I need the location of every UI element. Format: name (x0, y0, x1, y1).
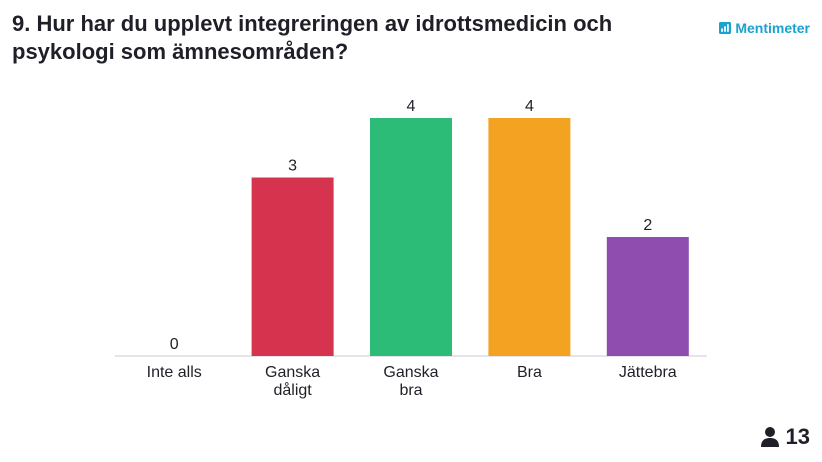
brand-logo: Mentimeter (719, 20, 810, 36)
category-tick-label-line: Ganska (265, 364, 320, 381)
category-tick-label-line: Inte alls (147, 364, 202, 381)
bar-value-label: 4 (407, 98, 416, 115)
bar (251, 177, 334, 356)
question-title: 9. Hur har du upplevt integreringen av i… (12, 11, 613, 64)
category-tick-label: Bra (517, 364, 542, 381)
bar (606, 237, 689, 356)
category-tick-label: Jättebra (619, 364, 677, 381)
category-tick-label: Ganska dåligt (265, 364, 320, 399)
category-tick-label: Ganska bra (383, 364, 438, 399)
participant-count-value: 13 (785, 424, 810, 449)
brand-name: Mentimeter (735, 20, 810, 36)
category-tick-label-line: Ganska (383, 364, 438, 381)
bar (488, 118, 571, 356)
category-tick-label: Inte alls (147, 364, 202, 381)
person-icon (760, 427, 779, 447)
bar-value-label: 3 (288, 158, 297, 175)
bar (370, 118, 452, 356)
mentimeter-logo-icon (719, 22, 732, 34)
category-tick-label-line: Jättebra (619, 364, 677, 381)
category-tick-label-line: bra (399, 382, 422, 399)
category-tick-label-line: dåligt (273, 381, 312, 399)
bar-value-label: 0 (170, 336, 179, 353)
participant-count: 13 (760, 424, 810, 450)
category-tick-label-line: Bra (517, 364, 542, 381)
bar-value-label: 4 (525, 98, 534, 115)
bar-value-label: 2 (643, 217, 652, 234)
